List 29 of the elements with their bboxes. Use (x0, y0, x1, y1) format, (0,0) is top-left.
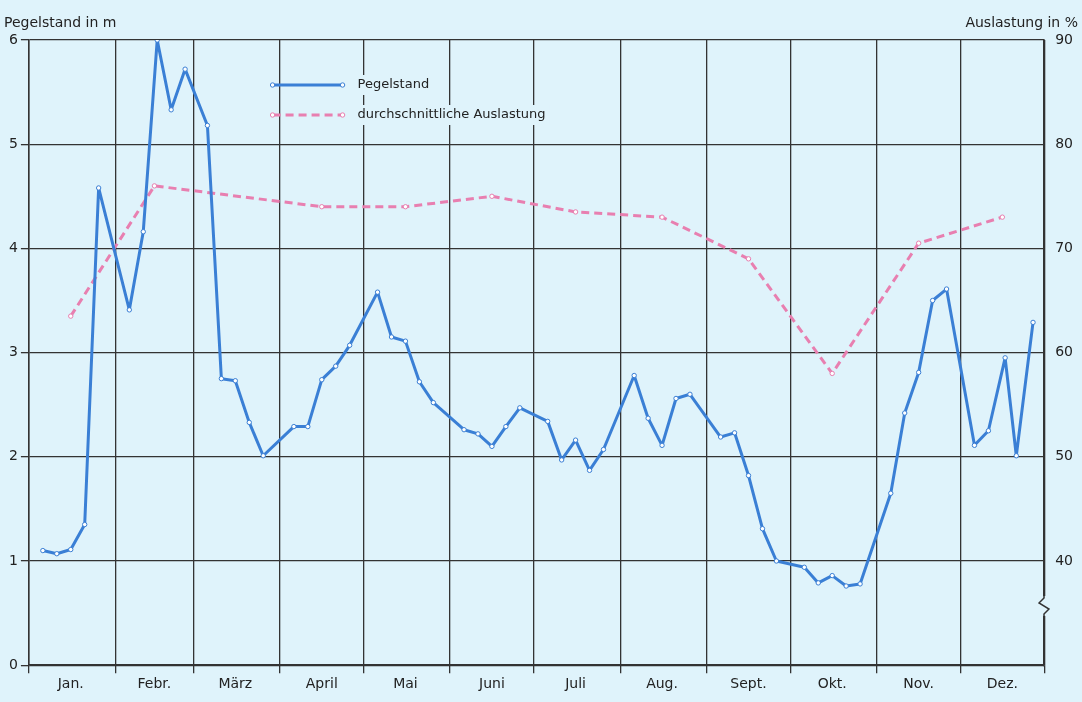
y2-axis-title: Auslastung in % (965, 13, 1078, 30)
x-tick-label: Jan. (56, 675, 84, 692)
y-axis-title: Pegelstand in m (4, 13, 117, 30)
x-tick-label: Dez. (986, 675, 1018, 692)
y2-tick-label: 70 (1055, 239, 1074, 256)
y2-tick-label: 90 (1055, 30, 1074, 47)
x-tick-label: Nov. (903, 675, 935, 692)
x-tick-label: Aug. (646, 675, 678, 692)
y2-tick-label: 50 (1055, 447, 1074, 464)
y-tick-label: 1 (8, 551, 18, 568)
x-tick-label: Okt. (817, 675, 847, 692)
y-tick-label: 0 (8, 655, 18, 672)
y-tick-label: 2 (8, 447, 18, 464)
x-tick-label: Juni (478, 675, 505, 692)
legend-label: Pegelstand (357, 76, 430, 92)
y2-tick-label: 40 (1055, 551, 1074, 568)
y-tick-label: 6 (8, 30, 18, 47)
x-tick-label: Sept. (730, 675, 767, 692)
y2-tick-label: 80 (1055, 134, 1074, 151)
x-tick-label: April (305, 675, 338, 692)
y-tick-label: 4 (8, 239, 18, 256)
y-tick-label: 3 (8, 343, 18, 360)
x-tick-label: Mai (393, 675, 418, 692)
x-tick-label: März (218, 675, 253, 692)
legend-label: durchschnittliche Auslastung (357, 106, 546, 122)
x-tick-label: Juli (564, 675, 586, 692)
x-tick-label: Febr. (137, 675, 172, 692)
y-tick-label: 5 (8, 134, 18, 151)
y2-tick-label: 60 (1055, 343, 1074, 360)
